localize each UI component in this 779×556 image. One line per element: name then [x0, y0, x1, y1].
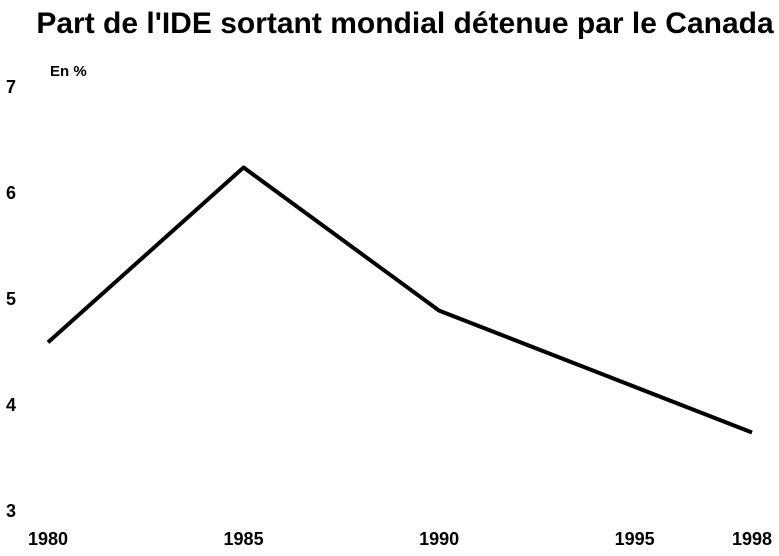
y-axis-label: En %: [50, 63, 87, 80]
y-tick-label: 7: [6, 77, 16, 97]
y-tick-label: 6: [6, 183, 16, 203]
x-tick-label: 1980: [28, 529, 68, 549]
x-tick-label: 1990: [419, 529, 459, 549]
y-tick-label: 3: [6, 501, 16, 521]
line: [46, 165, 753, 435]
y-tick-label: 4: [6, 395, 16, 415]
x-tick-label: 1995: [615, 529, 655, 549]
x-tick-label: 1985: [224, 529, 264, 549]
chart-title: Part de l'IDE sortant mondial détenue pa…: [36, 7, 774, 40]
x-tick-label: 1998: [732, 529, 772, 549]
y-tick-label: 5: [6, 289, 16, 309]
